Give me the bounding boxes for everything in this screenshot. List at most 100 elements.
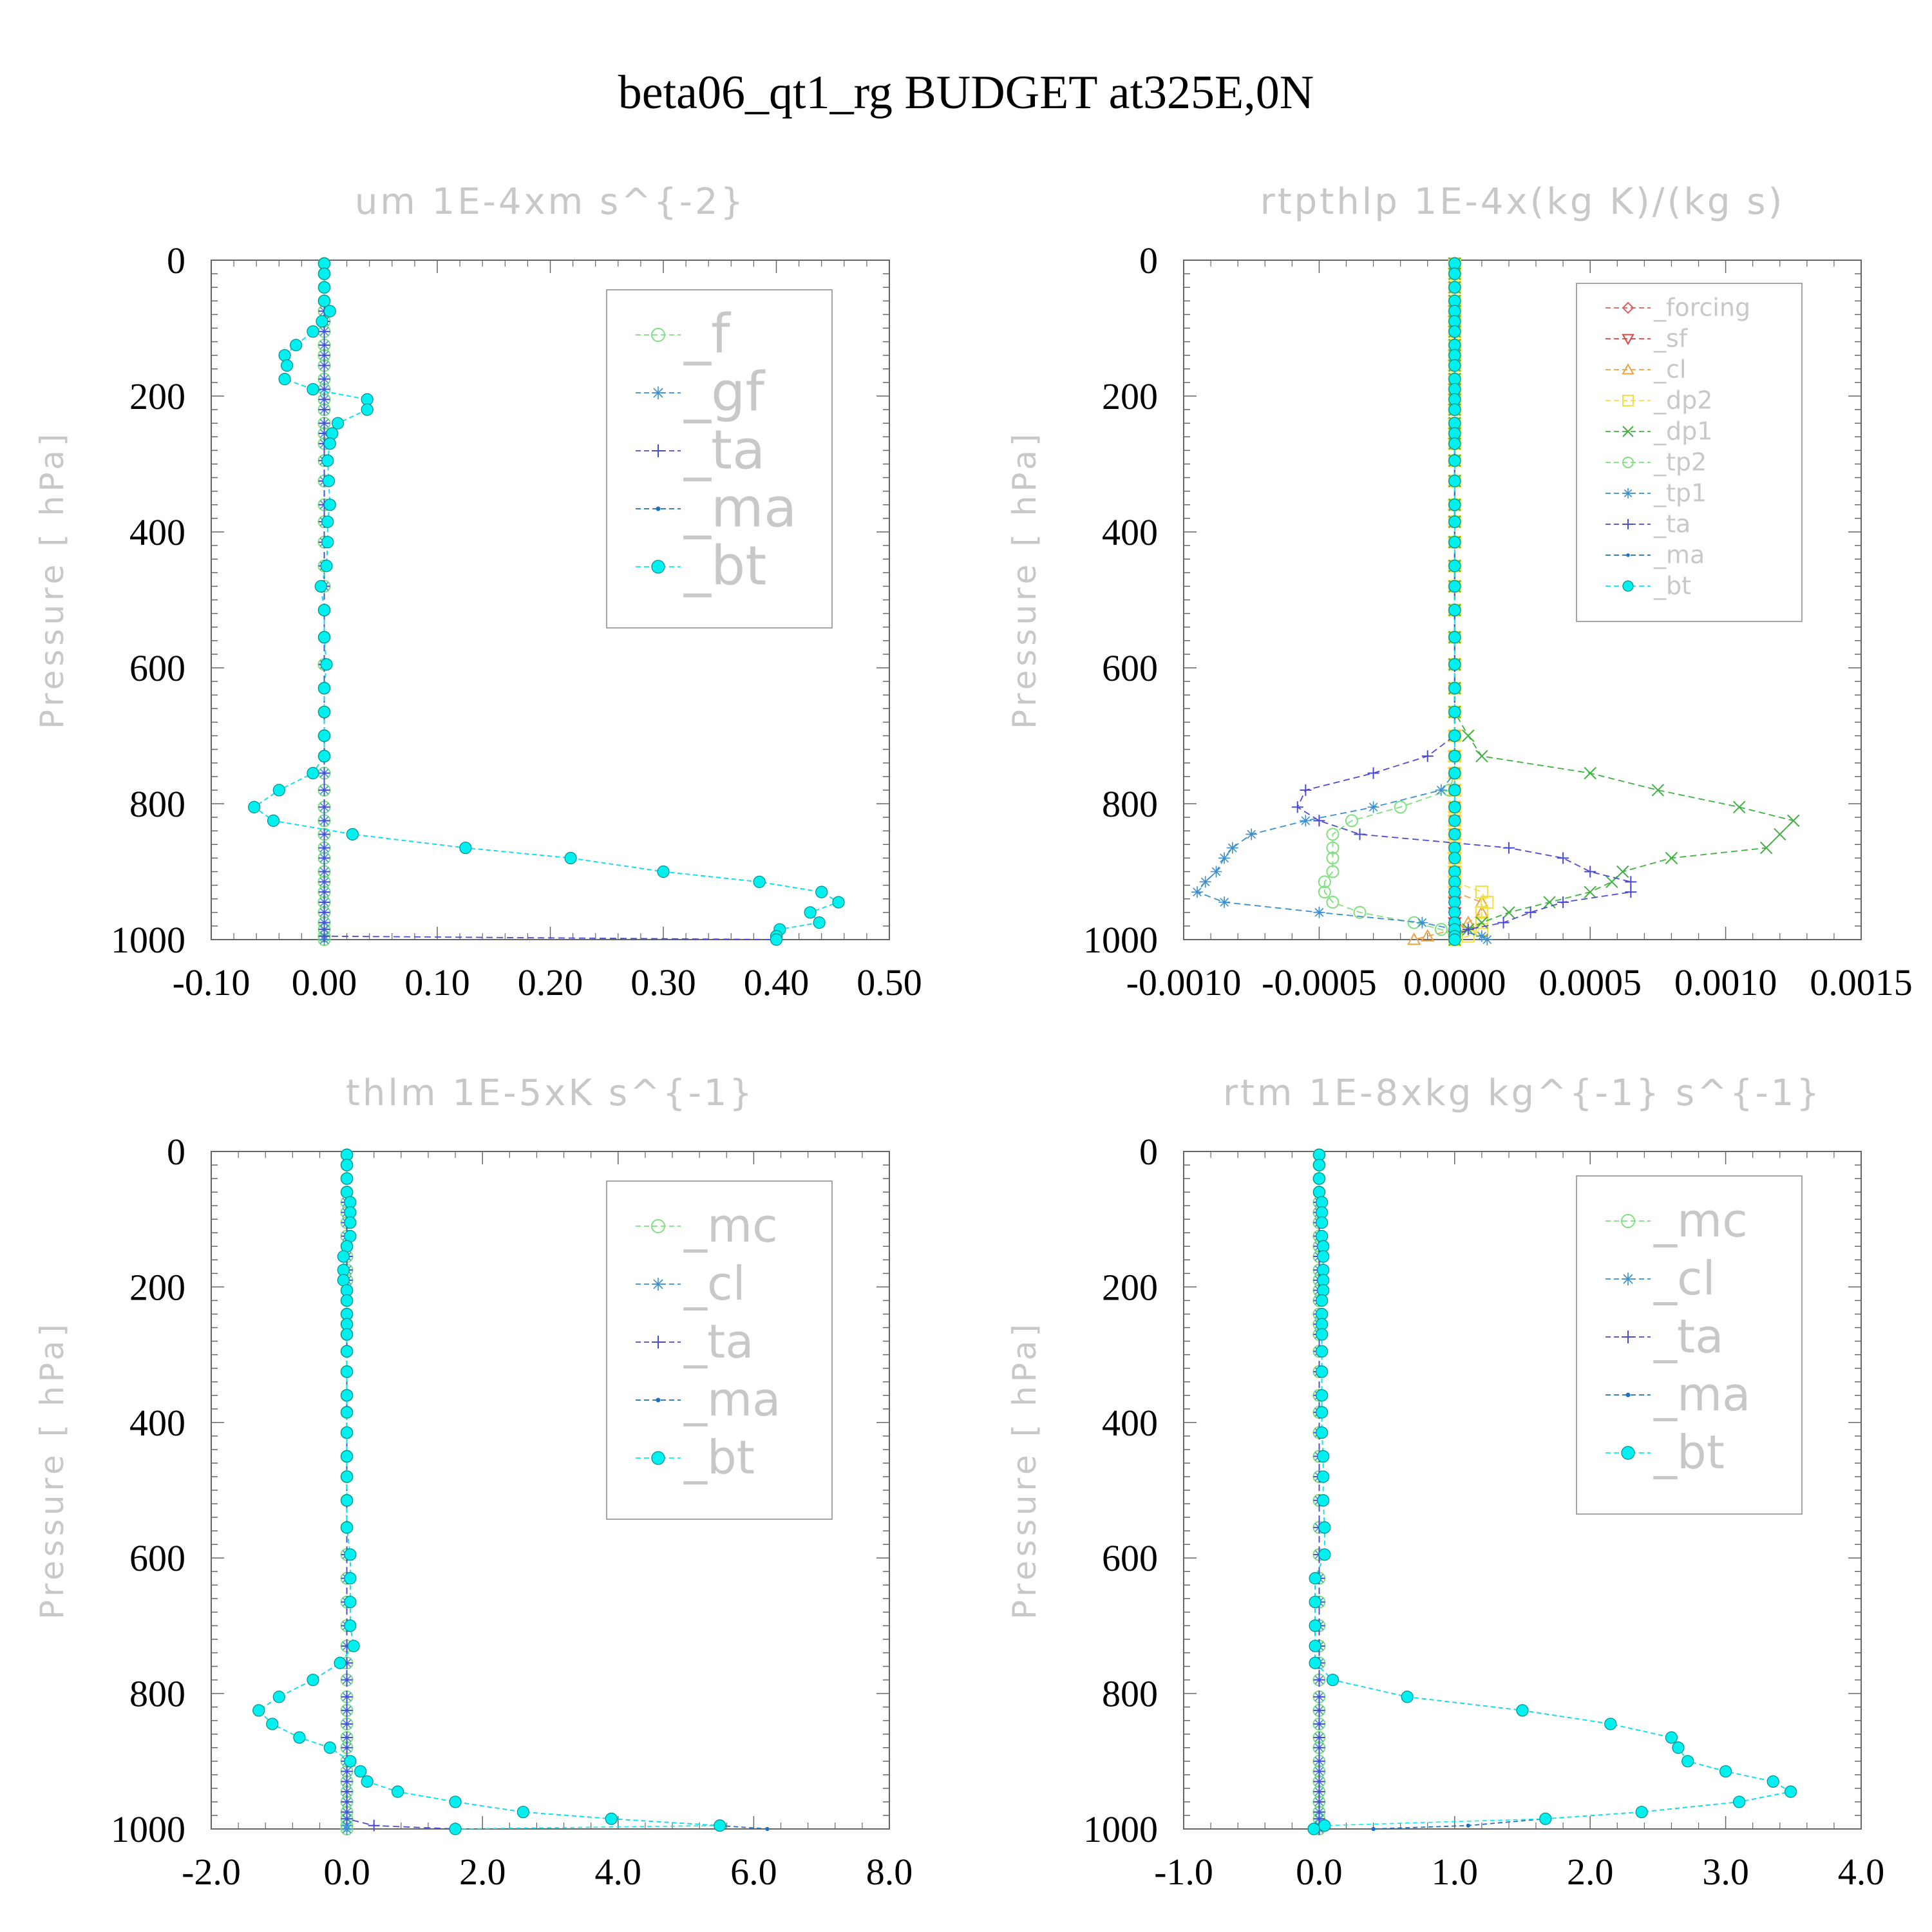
data-point_bt xyxy=(1448,851,1461,865)
data-point_tp2 xyxy=(1434,923,1448,936)
legend-box xyxy=(1576,1175,1803,1515)
legend-marker xyxy=(1622,457,1634,468)
data-point_bt xyxy=(1448,498,1461,511)
legend-label: _sf xyxy=(1653,325,1689,353)
data-point_bt xyxy=(449,1795,462,1808)
x-tick-label: 0.10 xyxy=(404,961,470,1003)
series_bt xyxy=(248,257,845,946)
y-tick-label: 1000 xyxy=(1083,1808,1158,1850)
x-tick-label: 0.0005 xyxy=(1539,961,1642,1003)
data-point_bt xyxy=(1316,1426,1329,1439)
y-tick-label: 1000 xyxy=(1083,919,1158,961)
data-point_cl xyxy=(1406,932,1421,945)
data-point_bt xyxy=(321,454,334,467)
legend-marker xyxy=(1622,580,1634,592)
legend-marker xyxy=(652,1278,665,1291)
data-point_bt xyxy=(1665,1731,1678,1744)
data-point_bt xyxy=(657,865,670,878)
x-tick-label: 0.0 xyxy=(1296,1851,1343,1893)
data-point_bt xyxy=(272,1690,285,1703)
x-tick-label: 3.0 xyxy=(1702,1851,1749,1893)
data-point_bt xyxy=(1309,1656,1321,1669)
data-point_bt xyxy=(1448,454,1461,467)
data-point_bt xyxy=(266,1718,279,1730)
data-point_ta xyxy=(1421,750,1434,762)
data-point_bt xyxy=(340,1470,354,1483)
data-point_bt xyxy=(1448,580,1461,593)
data-point_bt xyxy=(1448,515,1461,528)
data-point_tp2 xyxy=(1326,895,1340,909)
data-point_ta xyxy=(341,1674,353,1686)
data-point_bt xyxy=(1317,1494,1330,1507)
legend-marker xyxy=(651,560,665,574)
data-point_bt xyxy=(326,427,339,440)
data-point_bt xyxy=(1448,403,1461,416)
x-tick-label: 0.00 xyxy=(292,961,357,1003)
data-point_ta xyxy=(1313,1776,1325,1788)
data-point_bt xyxy=(307,325,319,338)
series_bt xyxy=(1307,1148,1797,1835)
data-point_bt xyxy=(320,560,333,573)
data-point_tp1 xyxy=(1313,906,1325,918)
data-point_bt xyxy=(1448,729,1461,743)
legend-marker xyxy=(652,1336,665,1349)
series_tp2 xyxy=(1318,257,1461,946)
data-point_bt xyxy=(1316,1294,1329,1307)
data-point_ta xyxy=(341,1704,353,1716)
data-point_cl xyxy=(341,1823,353,1835)
data-point_bt xyxy=(832,896,845,909)
data-point_dp1 xyxy=(1543,896,1556,909)
data-point_bt xyxy=(323,498,336,511)
legend-box xyxy=(606,289,833,629)
data-point_ta xyxy=(318,373,330,385)
x-tick-label: 1.0 xyxy=(1432,1851,1479,1893)
data-point_bt xyxy=(340,1159,354,1171)
x-tick-label: 0.20 xyxy=(518,961,583,1003)
chart-panel-2: rtpthlp 1E-4x(kg K)/(kg s) Pressure [ hPa… xyxy=(1006,181,1913,1003)
data-point_bt xyxy=(340,1521,354,1534)
data-point_ta xyxy=(318,896,330,908)
data-point_bt xyxy=(1604,1718,1617,1730)
data-point_tp2 xyxy=(1326,851,1340,865)
x-tick-label: 4.0 xyxy=(1838,1851,1885,1893)
data-point_tp1 xyxy=(1367,801,1379,813)
x-tick-label: 0.0 xyxy=(323,1851,370,1893)
data-point_bt xyxy=(346,828,359,841)
legend-label: _bt xyxy=(683,535,766,598)
legend-label: _mc xyxy=(1653,1193,1748,1247)
data-point_bt xyxy=(753,875,766,888)
data-point_bt xyxy=(344,1216,357,1229)
data-point_bt xyxy=(321,515,334,528)
data-point_bt xyxy=(1719,1765,1732,1778)
data-point_tp1 xyxy=(1245,828,1258,840)
data-point_ta xyxy=(318,359,330,372)
data-point_bt xyxy=(1318,1548,1331,1561)
data-point_dp2 xyxy=(1475,916,1488,929)
y-tick-label: 600 xyxy=(129,647,185,689)
data-point_bt xyxy=(317,267,331,280)
data-point_ta xyxy=(1313,815,1325,827)
legend-label: _bt xyxy=(1653,1425,1725,1479)
data-point_bt xyxy=(770,933,783,946)
data-point_ta xyxy=(1313,1786,1325,1798)
data-point_ta xyxy=(1497,916,1510,929)
data-point_dp1 xyxy=(1651,784,1665,797)
legend-label: _forcing xyxy=(1653,294,1750,322)
data-point_ta xyxy=(318,383,330,395)
y-axis-label: Pressure [ hPa] xyxy=(33,1320,71,1620)
data-point_bt xyxy=(1448,800,1461,813)
data-point_bt xyxy=(1448,560,1461,573)
data-point_bt xyxy=(307,1673,319,1687)
data-point_ta xyxy=(1313,1731,1325,1743)
data-point_bt xyxy=(340,1328,354,1341)
data-point_bt xyxy=(1317,1250,1330,1263)
data-point_bt xyxy=(1635,1806,1648,1819)
legend-marker xyxy=(652,386,665,399)
data-point_ta xyxy=(1300,784,1312,796)
data-point_bt xyxy=(1309,1619,1321,1632)
data-point_bt xyxy=(516,1806,529,1819)
data-point_ta xyxy=(341,1813,353,1825)
y-tick-label: 800 xyxy=(1102,1673,1158,1715)
data-point_bt xyxy=(323,305,336,317)
